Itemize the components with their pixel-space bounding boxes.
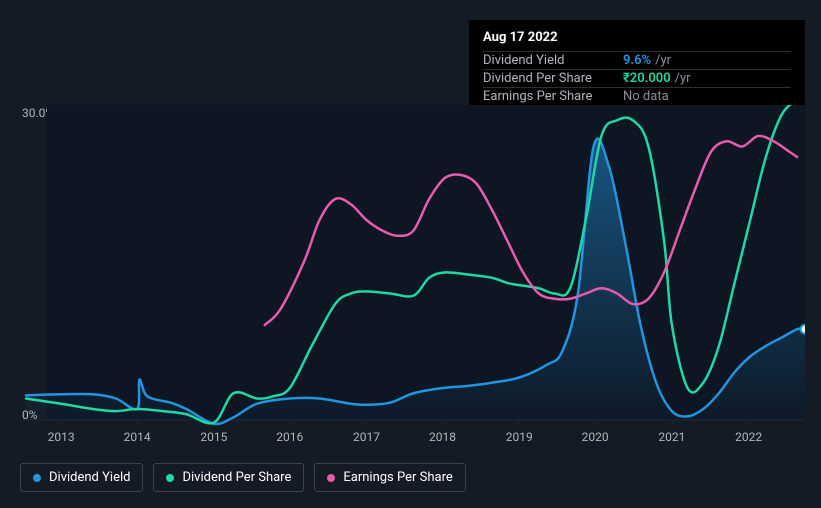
- x-axis-tick: 2020: [582, 430, 609, 444]
- chart-plot-area[interactable]: [22, 105, 805, 430]
- chart-legend: Dividend Yield Dividend Per Share Earnin…: [20, 463, 466, 492]
- tooltip-date: Aug 17 2022: [483, 30, 791, 45]
- legend-label: Dividend Per Share: [182, 470, 291, 485]
- tooltip-value: 9.6%/yr: [623, 53, 671, 68]
- x-axis-tick: 2021: [658, 430, 685, 444]
- tooltip-row: Dividend Per Share ₹20.000/yr: [483, 69, 791, 87]
- chart-tooltip: Aug 17 2022 Dividend Yield 9.6%/yr Divid…: [469, 20, 805, 115]
- tooltip-row: Earnings Per Share No data: [483, 87, 791, 105]
- legend-label: Earnings Per Share: [343, 470, 452, 485]
- x-axis-tick: 2014: [124, 430, 151, 444]
- tooltip-row: Dividend Yield 9.6%/yr: [483, 51, 791, 69]
- tooltip-label: Earnings Per Share: [483, 89, 623, 104]
- x-axis-tick: 2018: [429, 430, 456, 444]
- tooltip-value: No data: [623, 89, 669, 104]
- tooltip-value: ₹20.000/yr: [623, 71, 691, 86]
- legend-label: Dividend Yield: [49, 470, 130, 485]
- x-axis-labels: 2013 2014 2015 2016 2017 2018 2019 2020 2021 2022: [22, 430, 805, 450]
- tooltip-label: Dividend Per Share: [483, 71, 623, 86]
- legend-item-dividend-per-share[interactable]: Dividend Per Share: [153, 463, 304, 492]
- x-axis-tick: 2013: [48, 430, 75, 444]
- chart-svg: [22, 105, 805, 430]
- x-axis-tick: 2022: [735, 430, 762, 444]
- legend-dot: [33, 474, 41, 482]
- tooltip-label: Dividend Yield: [483, 53, 623, 68]
- x-axis-tick: 2016: [276, 430, 303, 444]
- legend-item-earnings-per-share[interactable]: Earnings Per Share: [314, 463, 465, 492]
- legend-dot: [166, 474, 174, 482]
- legend-item-dividend-yield[interactable]: Dividend Yield: [20, 463, 143, 492]
- legend-dot: [327, 474, 335, 482]
- x-axis-tick: 2015: [200, 430, 227, 444]
- x-axis-tick: 2019: [506, 430, 533, 444]
- x-axis-tick: 2017: [353, 430, 380, 444]
